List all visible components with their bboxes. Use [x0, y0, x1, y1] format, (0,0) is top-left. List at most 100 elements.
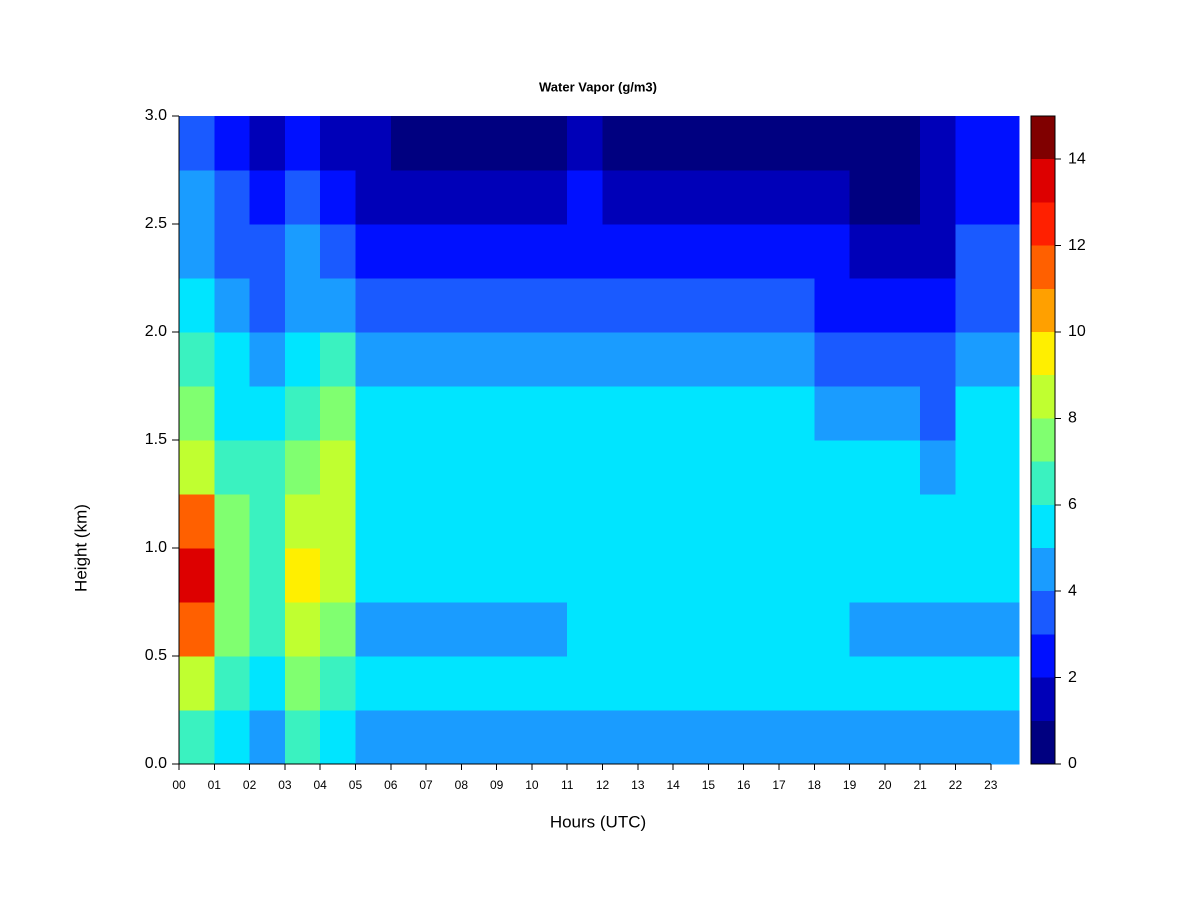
heat-cell	[390, 548, 427, 603]
heat-cell	[708, 332, 745, 387]
heat-cell	[779, 656, 815, 711]
x-tick-label: 20	[878, 778, 892, 792]
heat-cell	[426, 494, 462, 549]
heat-cell	[179, 494, 215, 549]
heat-cell	[355, 116, 392, 171]
heat-cell	[814, 224, 851, 279]
heat-cell	[814, 494, 851, 549]
heat-cell	[355, 656, 392, 711]
heat-cell	[602, 332, 639, 387]
heat-cell	[920, 224, 956, 279]
colorbar-tick-label: 4	[1068, 582, 1077, 599]
x-tick-label: 18	[808, 778, 822, 792]
heat-cell	[249, 494, 286, 549]
heat-cell	[426, 710, 462, 765]
heat-cell	[214, 656, 251, 711]
colorbar-tick-label: 0	[1068, 755, 1077, 772]
heat-cell	[849, 656, 886, 711]
heat-cell	[955, 386, 992, 441]
heat-cell	[990, 224, 1020, 279]
heat-cell	[461, 656, 498, 711]
y-tick-label: 0.5	[145, 647, 167, 664]
heat-cell	[884, 440, 921, 495]
heat-cell	[814, 116, 851, 171]
heat-cell	[179, 548, 215, 603]
heat-cell	[849, 440, 886, 495]
heat-cell	[708, 116, 745, 171]
heat-cell	[602, 710, 639, 765]
heat-cell	[531, 602, 568, 657]
x-tick-label: 14	[666, 778, 680, 792]
heat-cell	[884, 170, 921, 225]
heat-cell	[461, 170, 498, 225]
heat-cell	[249, 332, 286, 387]
heat-cell	[531, 710, 568, 765]
heat-cell	[743, 656, 780, 711]
heat-cell	[567, 548, 604, 603]
heat-cell	[990, 656, 1020, 711]
heat-cell	[567, 116, 604, 171]
heat-cell	[955, 224, 992, 279]
heat-cell	[567, 494, 604, 549]
colorbar-band	[1031, 548, 1055, 592]
heat-cell	[602, 170, 639, 225]
heat-cell	[673, 602, 709, 657]
heat-cell	[779, 332, 815, 387]
heat-cell	[990, 548, 1020, 603]
heat-cell	[567, 332, 604, 387]
heat-cell	[779, 602, 815, 657]
heat-cell	[426, 548, 462, 603]
colorbar-band	[1031, 418, 1055, 462]
colorbar-band	[1031, 288, 1055, 332]
heat-cell	[531, 548, 568, 603]
colorbar-tick-label: 10	[1068, 323, 1086, 340]
heat-cell	[779, 224, 815, 279]
heat-cell	[461, 116, 498, 171]
heat-cell	[390, 494, 427, 549]
heat-cell	[355, 548, 392, 603]
heat-cell	[990, 494, 1020, 549]
heat-cell	[743, 440, 780, 495]
heat-cell	[637, 440, 674, 495]
heat-cell	[637, 548, 674, 603]
heat-cell	[496, 548, 533, 603]
heat-cell	[849, 710, 886, 765]
heat-cell	[355, 386, 392, 441]
heat-cell	[496, 386, 533, 441]
heat-cell	[743, 494, 780, 549]
x-tick-label: 03	[278, 778, 292, 792]
heat-cell	[461, 440, 498, 495]
heat-cell	[214, 602, 251, 657]
heat-cell	[814, 332, 851, 387]
heat-cell	[320, 332, 356, 387]
heat-cell	[955, 494, 992, 549]
heat-cell	[779, 440, 815, 495]
heat-cell	[567, 602, 604, 657]
heat-cell	[461, 602, 498, 657]
heat-cell	[496, 710, 533, 765]
heat-cell	[708, 224, 745, 279]
heat-cell	[214, 170, 251, 225]
heat-cell	[673, 656, 709, 711]
heat-cell	[461, 548, 498, 603]
colorbar-band	[1031, 720, 1055, 764]
heat-cell	[320, 116, 356, 171]
heat-cell	[461, 278, 498, 333]
heat-cell	[743, 224, 780, 279]
x-axis-label: Hours (UTC)	[550, 812, 646, 831]
heat-cell	[708, 656, 745, 711]
heat-cell	[355, 224, 392, 279]
heat-cell	[955, 656, 992, 711]
heat-cell	[849, 278, 886, 333]
heat-cell	[955, 440, 992, 495]
heat-cell	[955, 602, 992, 657]
heat-cell	[531, 656, 568, 711]
colorbar-band	[1031, 677, 1055, 721]
heat-cell	[779, 278, 815, 333]
heat-cell	[849, 602, 886, 657]
heat-cell	[390, 386, 427, 441]
heat-cell	[673, 440, 709, 495]
heat-cell	[955, 332, 992, 387]
heat-cell	[708, 602, 745, 657]
heat-cell	[461, 386, 498, 441]
